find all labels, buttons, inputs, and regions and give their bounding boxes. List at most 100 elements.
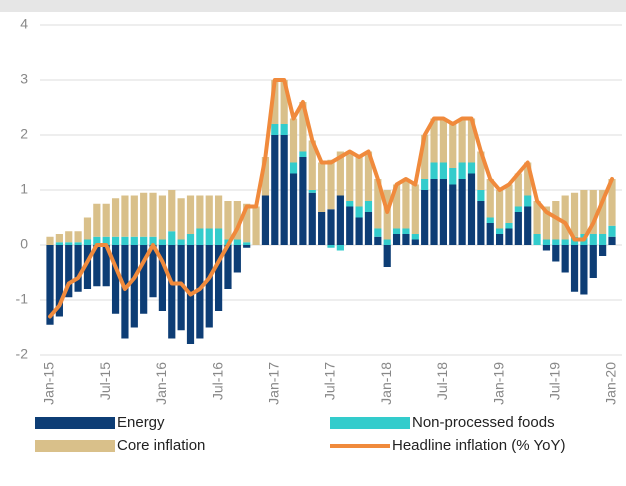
bar-segment [327,245,335,248]
bar-segment [65,231,73,243]
bar-segment [346,206,354,245]
bar-segment [542,206,551,240]
bar-segment [93,236,101,245]
bar-segment [83,217,92,240]
bar-segment [65,245,73,298]
bar-segment [280,80,288,124]
bar-segment [233,245,241,273]
bar-segment [383,239,391,245]
bar-segment [299,157,307,245]
bar-segment [449,168,457,185]
bar-segment [243,203,251,243]
bar-segment [280,124,288,135]
bar-segment [308,140,316,190]
bar-segment [421,190,429,245]
x-tick-label: Jan-16 [153,362,169,405]
bar-segment [205,195,213,229]
bar-segment [467,173,476,245]
bar-segment [439,162,447,179]
bar-segment [402,179,410,229]
bar-segment [486,223,494,245]
bar-segment [580,190,588,234]
bar-segment [580,245,588,295]
bar-segment [355,157,363,207]
bar-segment [411,184,419,234]
bar-segment [589,190,597,234]
bar-segment [477,190,485,201]
bar-segment [570,192,579,237]
bar-segment [83,245,92,289]
bar-segment [327,209,335,245]
bar-segment [130,195,138,237]
bar-segment [383,245,391,267]
bar-segment [421,135,429,179]
bar-segment [308,190,316,193]
y-tick-label: 0 [20,236,28,252]
bar-segment [486,179,494,218]
x-tick-label: Jul-16 [209,362,225,400]
bar-segment [83,239,92,245]
bar-segment [280,135,288,245]
legend-swatch [35,440,115,452]
bar-segment [430,179,438,245]
bar-segment [467,118,476,163]
bar-segment [561,245,569,273]
bar-segment [196,195,204,229]
bar-segment [168,190,176,232]
x-tick-label: Jul-15 [97,362,113,400]
bar-segment [289,173,298,245]
bar-segment [608,225,616,237]
bar-segment [93,203,101,237]
bar-segment [505,223,513,229]
bar-segment [186,234,195,245]
bar-segment [336,151,344,196]
bar-segment [505,228,513,245]
bar-segment [411,234,419,240]
bar-segment [439,118,447,163]
bar-segment [589,245,597,278]
bar-segment [318,162,326,212]
bar-segment [74,242,82,245]
x-tick-label: Jan-18 [378,362,394,405]
bar-segment [496,228,504,234]
bar-segment [458,179,466,245]
bar-segment [439,179,447,245]
bar-segment [514,173,522,207]
bar-segment [355,206,363,218]
bar-segment [111,245,120,314]
bar-segment [196,228,204,245]
bar-segment [168,245,176,339]
bar-segment [196,245,204,339]
legend-label: Non-processed foods [412,414,555,431]
bar-segment [411,239,419,245]
bar-segment [524,162,532,196]
bar-segment [140,192,148,237]
bar-segment [589,234,597,245]
x-tick-label: Jan-17 [266,362,282,405]
bar-segment [271,135,279,245]
bar-segment [308,192,316,245]
bar-segment [374,179,382,229]
bar-segment [289,162,298,174]
bar-segment [158,239,166,245]
bar-segment [524,206,532,245]
bar-segment [561,195,569,240]
bar-segment [552,201,560,240]
bar-segment [421,179,429,190]
bar-segment [168,231,176,245]
bar-segment [327,159,335,210]
bar-segment [374,236,382,245]
bar-segment [65,242,73,245]
bar-segment [140,245,148,314]
bar-segment [449,184,457,245]
bar-segment [177,198,185,240]
bar-segment [271,124,279,135]
bar-segment [383,190,391,240]
y-tick-label: -1 [16,291,29,307]
bar-segment [346,201,354,207]
bar-segment [477,201,485,245]
bar-segment [524,195,532,207]
bar-segment [402,228,410,234]
bar-segment [608,236,616,245]
bar-segment [55,242,63,245]
